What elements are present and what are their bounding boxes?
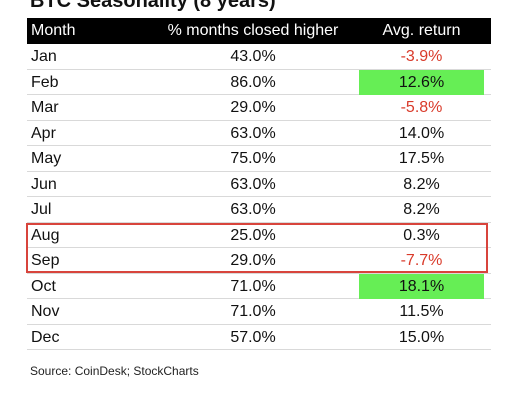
cell-pct-higher: 63.0% bbox=[230, 201, 276, 218]
table-body: Jan 43.0% -3.9% Feb 86.0% 12.6% Mar 29.0% -5.8% A… bbox=[27, 44, 491, 350]
cell-pct-higher: 43.0% bbox=[230, 48, 276, 65]
cell-avg-return: 14.0% bbox=[398, 124, 445, 142]
cell-avg-return: 15.0% bbox=[398, 328, 445, 346]
table-row: Mar 29.0% -5.8% bbox=[27, 95, 491, 121]
cell-avg-return: -5.8% bbox=[400, 99, 443, 116]
cell-avg-return: 8.2% bbox=[403, 175, 440, 193]
cell-avg-return: -3.9% bbox=[400, 48, 443, 65]
table-row: Apr 63.0% 14.0% bbox=[27, 121, 491, 146]
cell-month: Oct bbox=[31, 277, 56, 295]
cell-pct-higher: 57.0% bbox=[230, 328, 276, 346]
table-row: Oct 71.0% 18.1% bbox=[27, 273, 491, 299]
cell-avg-return: -7.7% bbox=[400, 252, 443, 269]
cell-avg-return: 17.5% bbox=[398, 150, 445, 167]
cell-pct-higher: 29.0% bbox=[230, 252, 276, 269]
cell-pct-higher: 63.0% bbox=[230, 175, 276, 193]
table-row: Jan 43.0% -3.9% bbox=[27, 44, 491, 70]
seasonality-table: Month % months closed higher Avg. return… bbox=[26, 18, 491, 350]
cell-pct-higher: 71.0% bbox=[230, 277, 276, 295]
cell-month: Jun bbox=[31, 175, 57, 193]
table-row: Feb 86.0% 12.6% bbox=[27, 69, 491, 95]
cell-pct-higher: 71.0% bbox=[230, 303, 276, 320]
cell-pct-higher: 29.0% bbox=[230, 99, 276, 116]
header-month: Month bbox=[31, 22, 76, 39]
cell-month: Jan bbox=[31, 48, 57, 65]
source-note: Source: CoinDesk; StockCharts bbox=[30, 364, 199, 378]
cell-month: Nov bbox=[31, 303, 60, 320]
cell-month: Feb bbox=[31, 73, 59, 91]
header-pct-higher: % months closed higher bbox=[167, 22, 339, 39]
cell-month: Dec bbox=[31, 328, 60, 346]
header-avg-return: Avg. return bbox=[382, 22, 461, 39]
chart-title: BTC Seasonality (8 years) bbox=[30, 0, 276, 12]
cell-pct-higher: 63.0% bbox=[230, 124, 276, 142]
table-header: Month % months closed higher Avg. return bbox=[27, 18, 491, 44]
cell-pct-higher: 75.0% bbox=[230, 150, 276, 167]
cell-month: May bbox=[31, 150, 62, 167]
cell-avg-return: 11.5% bbox=[399, 303, 444, 320]
table-row: Dec 57.0% 15.0% bbox=[27, 325, 491, 350]
table-row: Nov 71.0% 11.5% bbox=[27, 299, 491, 325]
cell-month: Apr bbox=[31, 124, 56, 142]
cell-avg-return: 8.2% bbox=[403, 201, 440, 218]
cell-pct-higher: 86.0% bbox=[230, 73, 276, 91]
cell-month: Mar bbox=[31, 99, 59, 116]
cell-pct-higher: 25.0% bbox=[230, 226, 276, 244]
table-row: Jun 63.0% 8.2% bbox=[27, 172, 491, 197]
cell-month: Jul bbox=[31, 201, 52, 218]
table-row: Aug 25.0% 0.3% bbox=[27, 223, 491, 248]
table-row: Sep 29.0% -7.7% bbox=[27, 248, 491, 274]
cell-avg-return: 18.1% bbox=[359, 273, 484, 299]
table-row: May 75.0% 17.5% bbox=[27, 146, 491, 172]
cell-month: Sep bbox=[31, 252, 60, 269]
cell-month: Aug bbox=[31, 226, 60, 244]
cell-avg-return: 0.3% bbox=[403, 226, 440, 244]
cell-avg-return: 12.6% bbox=[359, 69, 484, 95]
table-row: Jul 63.0% 8.2% bbox=[27, 197, 491, 223]
